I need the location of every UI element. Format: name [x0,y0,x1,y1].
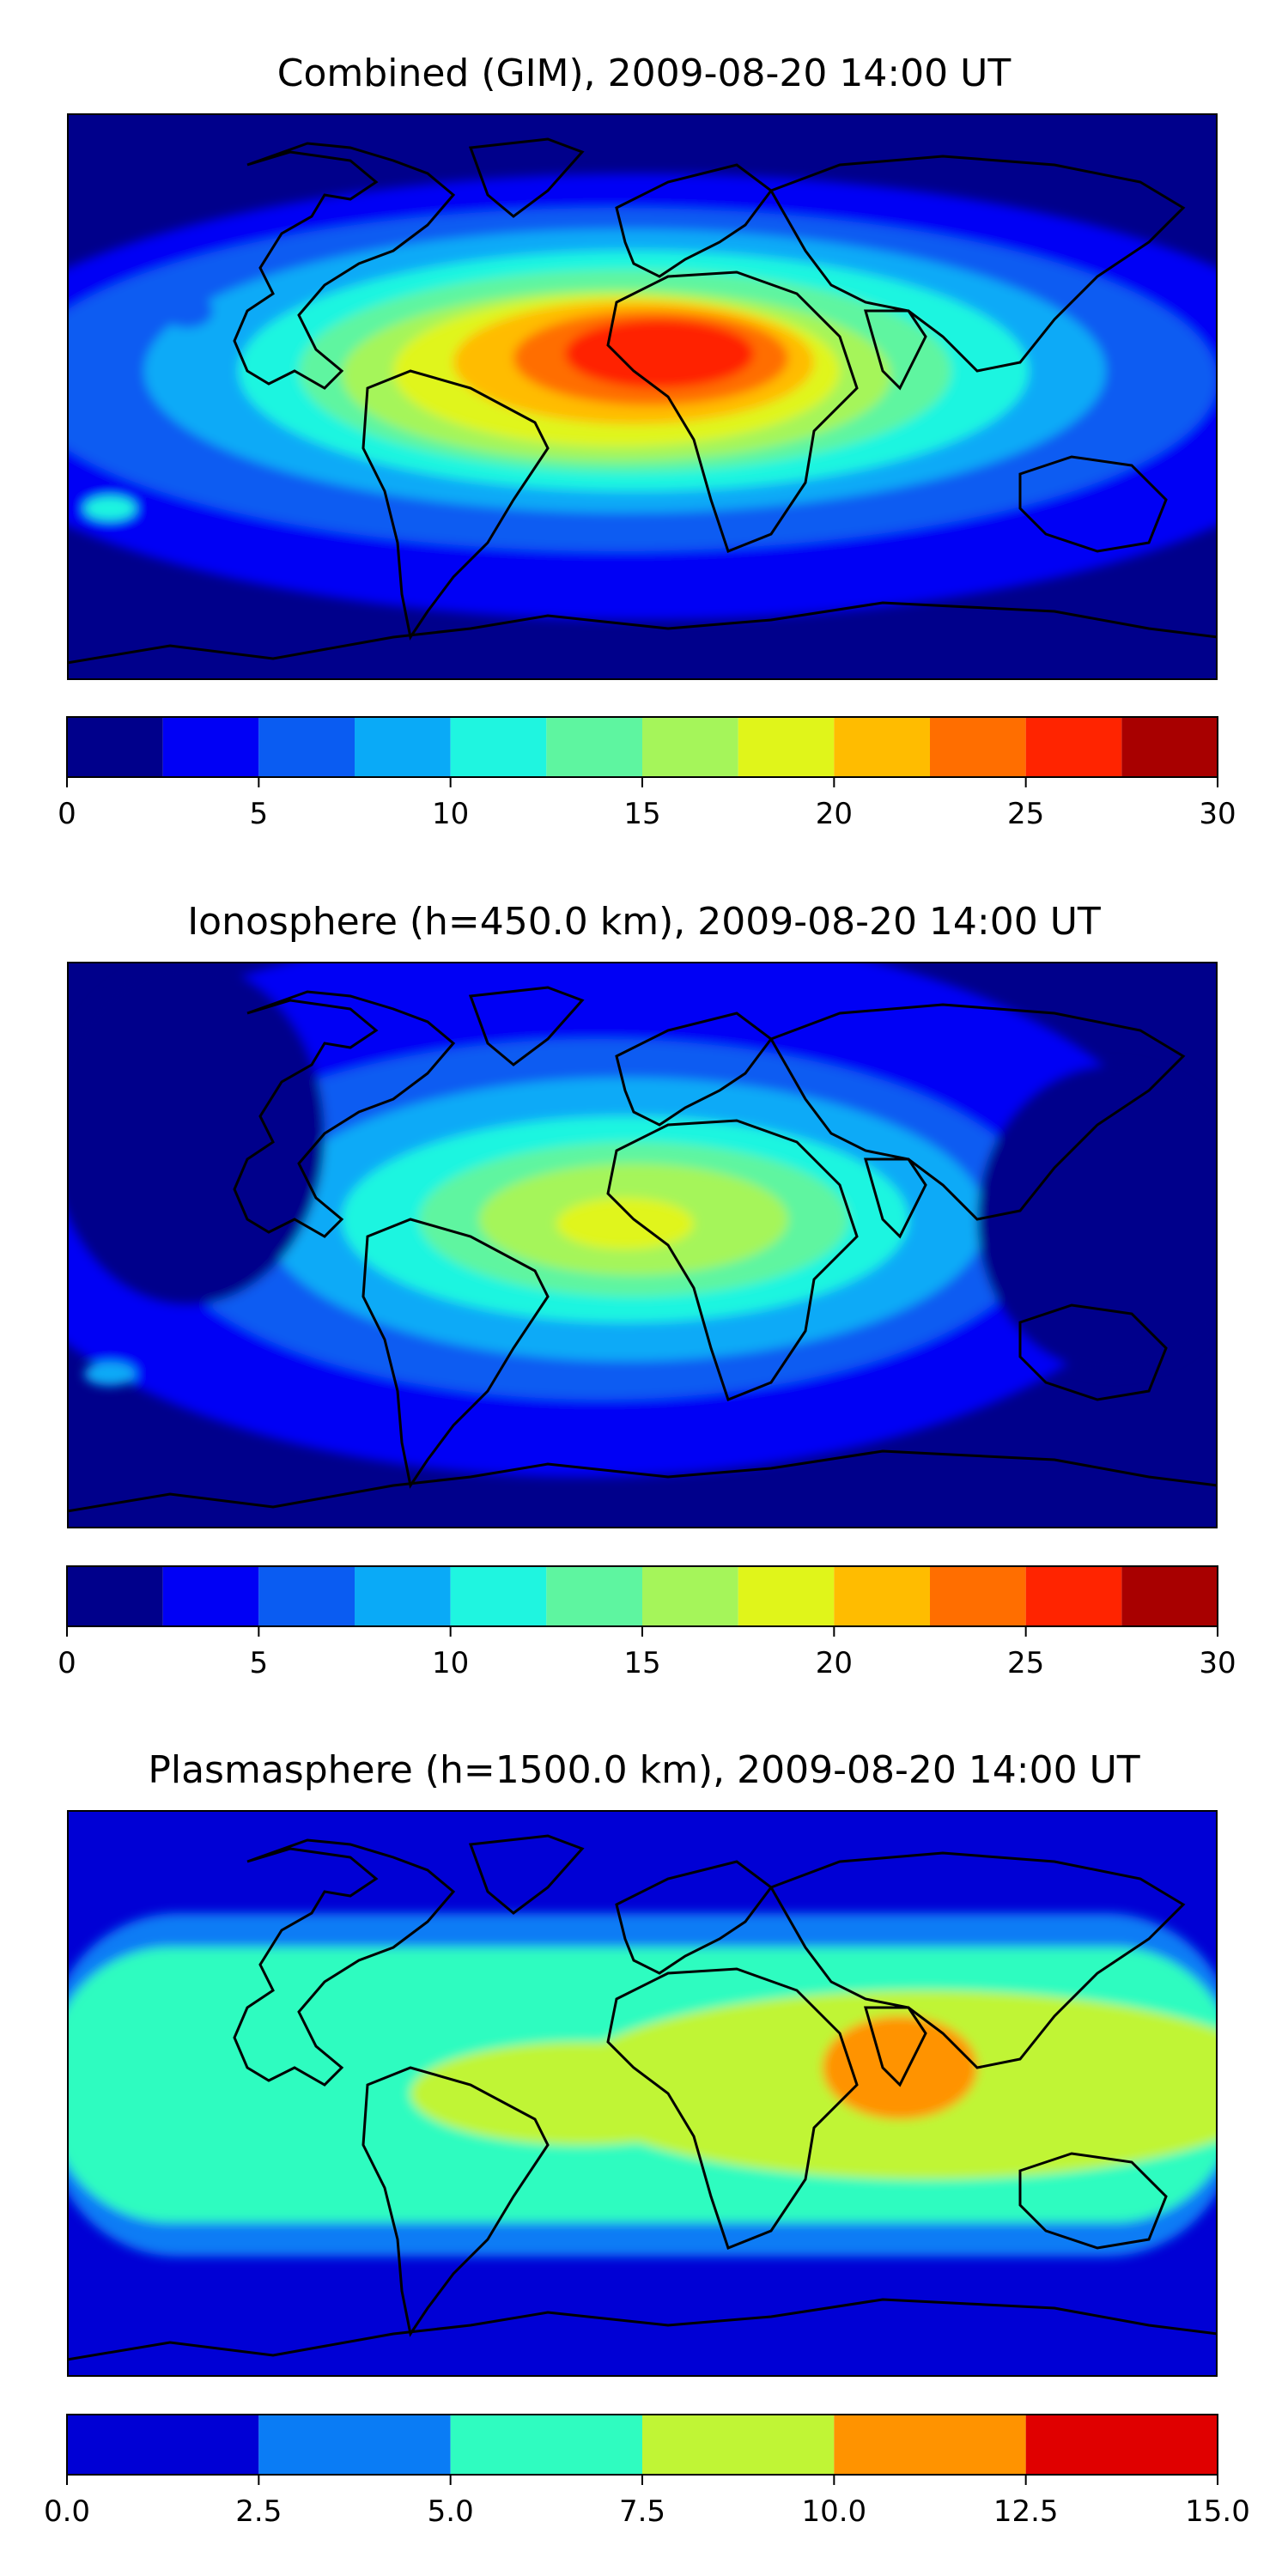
colorbar-segment [355,1566,451,1626]
panel-1-colorbar: 0 5 10 15 20 25 30 [58,716,1236,831]
colorbar-tick-label: 25 [1007,1646,1044,1680]
panel-3-colorbar: 0.0 2.5 5.0 7.5 10.0 12.5 15.0 [44,2414,1250,2529]
colorbar-tick-label: 20 [816,1646,853,1680]
colorbar-segment [834,1566,930,1626]
colorbar-tick-label: 20 [816,797,853,831]
colorbar-tick-label: 30 [1199,1646,1236,1680]
colorbar-segment [67,1566,163,1626]
panel-3-map [67,1810,1218,2377]
colorbar-segment [67,717,163,777]
colorbar-tick-label: 5 [250,797,269,831]
colorbar-segment [642,1566,738,1626]
colorbar-segment [834,2415,1026,2475]
colorbar-segment [1025,1566,1122,1626]
colorbar-segment [450,2415,642,2475]
colorbar-tick-label: 10 [432,797,469,831]
colorbar-tick-label: 15 [623,1646,660,1680]
panel-2-colorbar: 0 5 10 15 20 25 30 [58,1565,1236,1680]
colorbar-tick-label: 15.0 [1185,2494,1250,2529]
colorbar-tick-label: 2.5 [235,2494,282,2529]
colorbar-tick-label: 7.5 [619,2494,665,2529]
colorbar-segment [1025,2415,1218,2475]
colorbar-segment [162,717,259,777]
colorbar-segment [67,2415,259,2475]
colorbar-segment [258,717,355,777]
colorbar-segment [642,717,738,777]
colorbar-segment [738,1566,835,1626]
panel-2-title: Ionosphere (h=450.0 km), 2009-08-20 14:0… [187,900,1101,944]
colorbar-segment [162,1566,259,1626]
colorbar-segment [546,1566,642,1626]
colorbar-tick-label: 30 [1199,797,1236,831]
colorbar-tick-label: 10 [432,1646,469,1680]
colorbar-segment [546,717,642,777]
colorbar-tick-label: 0 [58,797,76,831]
colorbar-segment [258,1566,355,1626]
colorbar-tick-label: 5.0 [428,2494,474,2529]
colorbar-tick-label: 25 [1007,797,1044,831]
colorbar-segment [1121,717,1218,777]
colorbar-segment [834,717,930,777]
colorbar-tick-label: 15 [623,797,660,831]
colorbar-tick-label: 12.5 [993,2494,1059,2529]
colorbar-segment [1121,1566,1218,1626]
colorbar-tick-label: 5 [250,1646,269,1680]
colorbar-segment [738,717,835,777]
colorbar-tick-label: 0.0 [44,2494,90,2529]
panel-1-title: Combined (GIM), 2009-08-20 14:00 UT [276,52,1012,95]
panel-2-map [67,962,1218,1528]
colorbar-tick-label: 0 [58,1646,76,1680]
colorbar-segment [450,717,547,777]
colorbar-segment [450,1566,547,1626]
colorbar-tick-label: 10.0 [801,2494,866,2529]
colorbar-segment [258,2415,451,2475]
colorbar-segment [642,2415,835,2475]
colorbar-segment [355,717,451,777]
panel-3-title: Plasmasphere (h=1500.0 km), 2009-08-20 1… [148,1748,1140,1792]
colorbar-segment [930,1566,1026,1626]
panel-1-map [67,113,1218,680]
colorbar-segment [930,717,1026,777]
colorbar-segment [1025,717,1122,777]
